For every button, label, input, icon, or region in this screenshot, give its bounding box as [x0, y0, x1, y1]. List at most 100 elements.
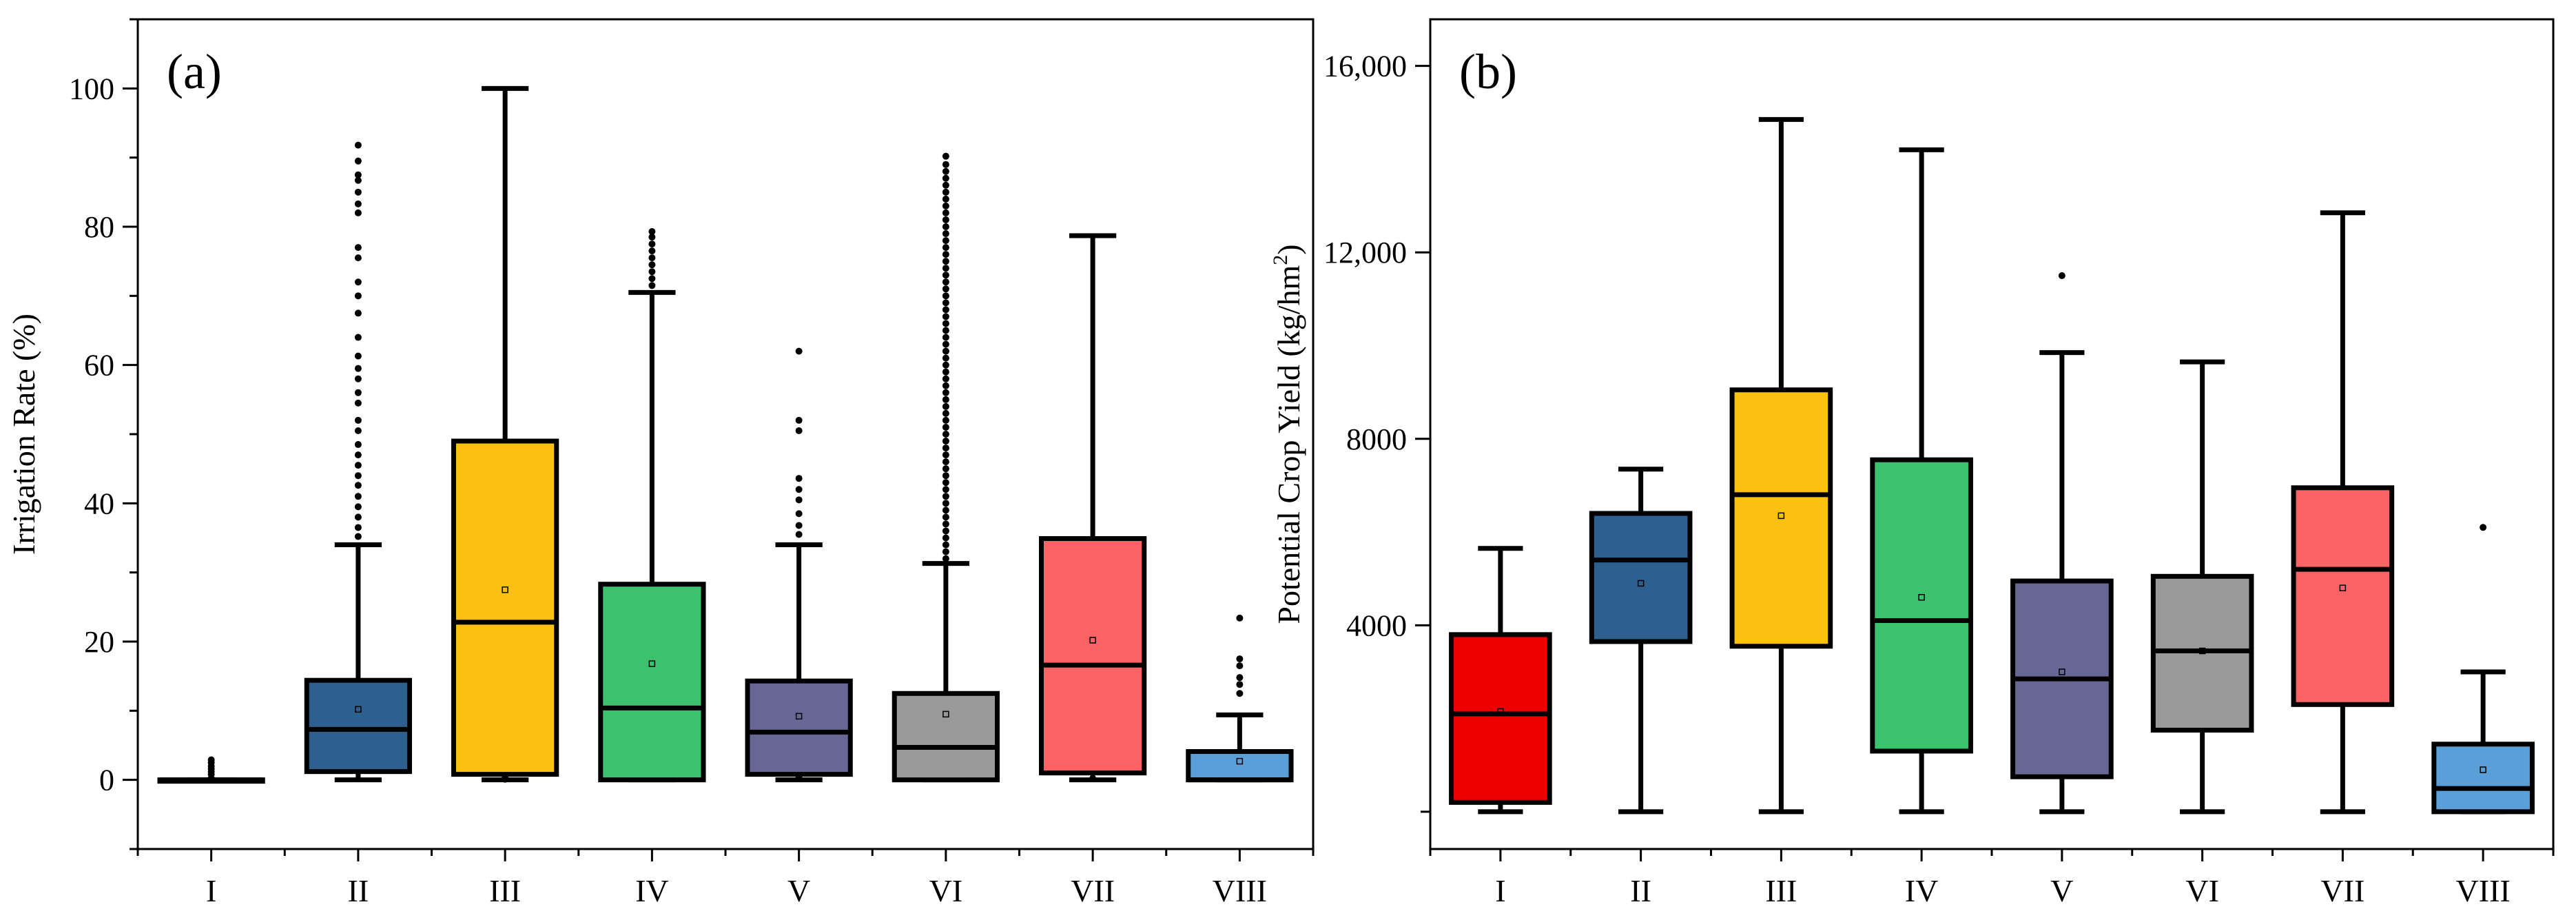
outlier-point	[942, 375, 949, 382]
outlier-point	[354, 352, 362, 360]
outlier-point	[942, 361, 949, 369]
y-axis-label-text: Potential Crop Yield (kg/hm	[1271, 265, 1306, 624]
x-tick-label: III	[1765, 873, 1797, 908]
panel-label: (b)	[1459, 44, 1517, 99]
outlier-point	[942, 347, 949, 355]
outlier-point	[1236, 681, 1244, 688]
y-tick-label: 60	[84, 349, 114, 382]
x-tick-label: VII	[2320, 873, 2364, 908]
mean-marker	[1637, 580, 1645, 587]
x-tick-label: VI	[2185, 873, 2219, 908]
outlier-point	[942, 237, 949, 245]
outlier-point	[942, 458, 949, 466]
x-tick-label: V	[2050, 873, 2073, 908]
outlier-point	[1089, 775, 1097, 782]
outlier-point	[354, 244, 362, 252]
outlier-point	[942, 181, 949, 189]
outlier-point	[942, 548, 949, 555]
mean-marker	[2059, 668, 2065, 675]
outlier-point	[207, 756, 215, 764]
iqr-box	[1589, 511, 1693, 644]
outlier-point	[942, 479, 949, 487]
outlier-point	[354, 200, 362, 207]
x-tick-label: VII	[1071, 873, 1115, 908]
outlier-point	[942, 334, 949, 341]
outlier-point	[648, 247, 656, 255]
outlier-point	[354, 365, 362, 372]
outlier-point	[1236, 655, 1244, 663]
outlier-point	[354, 176, 362, 184]
y-tick-label: 16,000	[1323, 50, 1407, 83]
iqr-box	[304, 677, 413, 775]
box-IV	[1870, 147, 1973, 815]
y-axis-label: Potential Crop Yield (kg/hm2)	[1269, 244, 1306, 624]
outlier-point	[354, 524, 362, 531]
mean-marker	[1089, 637, 1096, 644]
outlier-point	[942, 382, 949, 389]
outlier-point	[354, 482, 362, 489]
mean-marker	[1497, 708, 1504, 715]
y-tick-label: 12,000	[1323, 236, 1407, 269]
outlier-point	[795, 522, 803, 529]
outlier-point	[648, 261, 656, 269]
mean-marker	[648, 660, 656, 667]
outlier-point	[354, 533, 362, 540]
outlier-point	[942, 396, 949, 403]
y-tick-label: 8000	[1346, 422, 1407, 456]
plot-frame	[1429, 18, 2555, 850]
outlier-point	[942, 416, 949, 424]
outlier-point	[942, 285, 949, 293]
outlier-point	[942, 216, 949, 223]
mean-marker	[1236, 757, 1244, 765]
iqr-box	[2291, 485, 2395, 707]
outlier-point	[942, 327, 949, 334]
outlier-point	[942, 507, 949, 514]
outlier-point	[942, 161, 949, 168]
x-tick-label: II	[348, 873, 369, 908]
outlier-point	[354, 462, 362, 469]
outlier-point	[648, 241, 656, 248]
outlier-point	[1236, 674, 1244, 682]
outlier-point	[354, 278, 362, 286]
outlier-point	[942, 292, 949, 300]
outlier-point	[942, 313, 949, 320]
outlier-point	[354, 334, 362, 341]
outlier-point	[942, 230, 949, 238]
outlier-point	[942, 223, 949, 230]
outlier-point	[942, 486, 949, 493]
outlier-point	[942, 258, 949, 265]
outlier-point	[795, 416, 803, 424]
outlier-point	[354, 472, 362, 480]
outlier-point	[354, 503, 362, 511]
iqr-box	[745, 678, 853, 777]
box-I	[1449, 546, 1552, 815]
outlier-point	[942, 251, 949, 258]
mean-marker	[502, 586, 508, 593]
outlier-point	[942, 493, 949, 500]
outlier-point	[942, 402, 949, 410]
box-VIII	[2431, 524, 2535, 815]
outlier-point	[795, 475, 803, 482]
y-axis-label: Irrigation Rate (%)	[6, 314, 41, 555]
outlier-point	[942, 409, 949, 417]
box-VIII	[1186, 614, 1294, 783]
outlier-point	[942, 527, 949, 535]
y-axis-label-close: )	[1271, 244, 1306, 254]
y-tick-label: 40	[84, 487, 114, 520]
y-tick-label: 20	[84, 625, 114, 659]
outlier-point	[354, 375, 362, 382]
y-tick-label: 80	[84, 210, 114, 244]
outlier-point	[648, 254, 656, 262]
outlier-point	[354, 441, 362, 449]
outlier-point	[648, 228, 656, 236]
outlier-point	[942, 340, 949, 348]
mean-marker	[795, 713, 803, 720]
mean-marker	[1918, 593, 1925, 601]
outlier-point	[942, 299, 949, 307]
mean-marker	[355, 706, 362, 713]
outlier-point	[942, 265, 949, 272]
outlier-point	[942, 244, 949, 252]
outlier-point	[354, 157, 362, 165]
outlier-point	[942, 320, 949, 327]
